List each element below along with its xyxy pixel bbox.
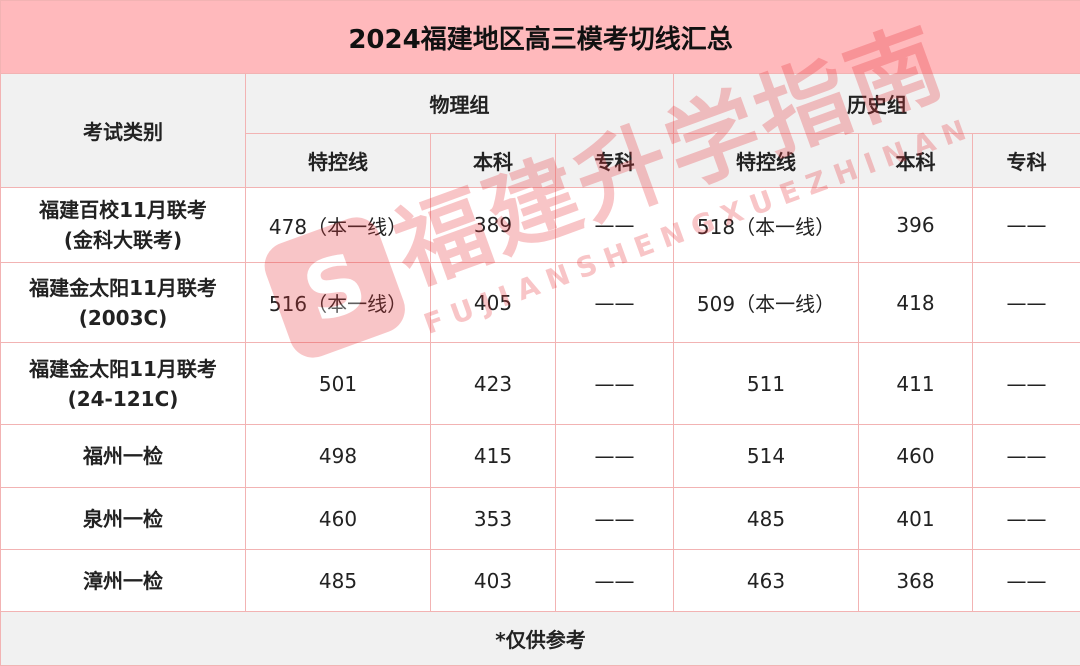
exam-name: 泉州一检 [1, 488, 246, 550]
subheader-cell: 特控线 [674, 134, 859, 188]
score-cell: 418 [859, 263, 973, 343]
score-cell: 516（本一线） [246, 263, 431, 343]
exam-name: 漳州一检 [1, 550, 246, 612]
score-cell: 514 [674, 425, 859, 488]
subheader-cell: 专科 [973, 134, 1080, 188]
score-cell: 396 [859, 188, 973, 263]
score-cell: 511 [674, 343, 859, 425]
score-cell: 389 [431, 188, 556, 263]
table-row: 福建金太阳11月联考(2003C)516（本一线）405——509（本一线）41… [1, 263, 1080, 343]
score-cell: —— [556, 343, 674, 425]
score-cell: —— [973, 488, 1080, 550]
score-cell: 460 [859, 425, 973, 488]
exam-name-line: 漳州一检 [1, 566, 245, 596]
score-cell: 478（本一线） [246, 188, 431, 263]
score-cell: 368 [859, 550, 973, 612]
exam-name-line: 福建百校11月联考 [1, 195, 245, 225]
header-physics: 物理组 [246, 74, 674, 134]
score-cell: 485 [246, 550, 431, 612]
exam-name-line: (金科大联考) [1, 225, 245, 255]
score-cell: —— [556, 488, 674, 550]
exam-name: 福州一检 [1, 425, 246, 488]
exam-name-line: 福建金太阳11月联考 [1, 354, 245, 384]
footer-note: *仅供参考 [1, 612, 1080, 666]
score-cell: 423 [431, 343, 556, 425]
score-cell: 509（本一线） [674, 263, 859, 343]
exam-name-line: 福建金太阳11月联考 [1, 273, 245, 303]
score-cell: 401 [859, 488, 973, 550]
score-cell: —— [973, 343, 1080, 425]
score-cell: —— [973, 550, 1080, 612]
score-cell: —— [973, 263, 1080, 343]
exam-name-line: 泉州一检 [1, 504, 245, 534]
exam-name: 福建金太阳11月联考(24-121C) [1, 343, 246, 425]
score-cell: 498 [246, 425, 431, 488]
header-history: 历史组 [674, 74, 1080, 134]
score-cell: —— [973, 188, 1080, 263]
score-cell: 415 [431, 425, 556, 488]
score-cell: 403 [431, 550, 556, 612]
subheader-cell: 特控线 [246, 134, 431, 188]
score-cell: 353 [431, 488, 556, 550]
exam-name-line: (24-121C) [1, 384, 245, 414]
score-cell: 460 [246, 488, 431, 550]
score-cell: —— [556, 425, 674, 488]
score-cell: 485 [674, 488, 859, 550]
table-row: 福建百校11月联考(金科大联考)478（本一线）389——518（本一线）396… [1, 188, 1080, 263]
header-category: 考试类别 [1, 74, 246, 188]
exam-name-line: (2003C) [1, 303, 245, 333]
exam-name: 福建百校11月联考(金科大联考) [1, 188, 246, 263]
subheader-cell: 专科 [556, 134, 674, 188]
subheader-cell: 本科 [431, 134, 556, 188]
score-cell: 518（本一线） [674, 188, 859, 263]
exam-name: 福建金太阳11月联考(2003C) [1, 263, 246, 343]
score-cell: 405 [431, 263, 556, 343]
score-cell: —— [973, 425, 1080, 488]
score-cell: 463 [674, 550, 859, 612]
table-title: 2024福建地区高三模考切线汇总 [1, 1, 1080, 74]
score-cell: —— [556, 263, 674, 343]
score-cell: 501 [246, 343, 431, 425]
score-cell: —— [556, 550, 674, 612]
subheader-cell: 本科 [859, 134, 973, 188]
exam-name-line: 福州一检 [1, 441, 245, 471]
score-cell: —— [556, 188, 674, 263]
score-cell: 411 [859, 343, 973, 425]
